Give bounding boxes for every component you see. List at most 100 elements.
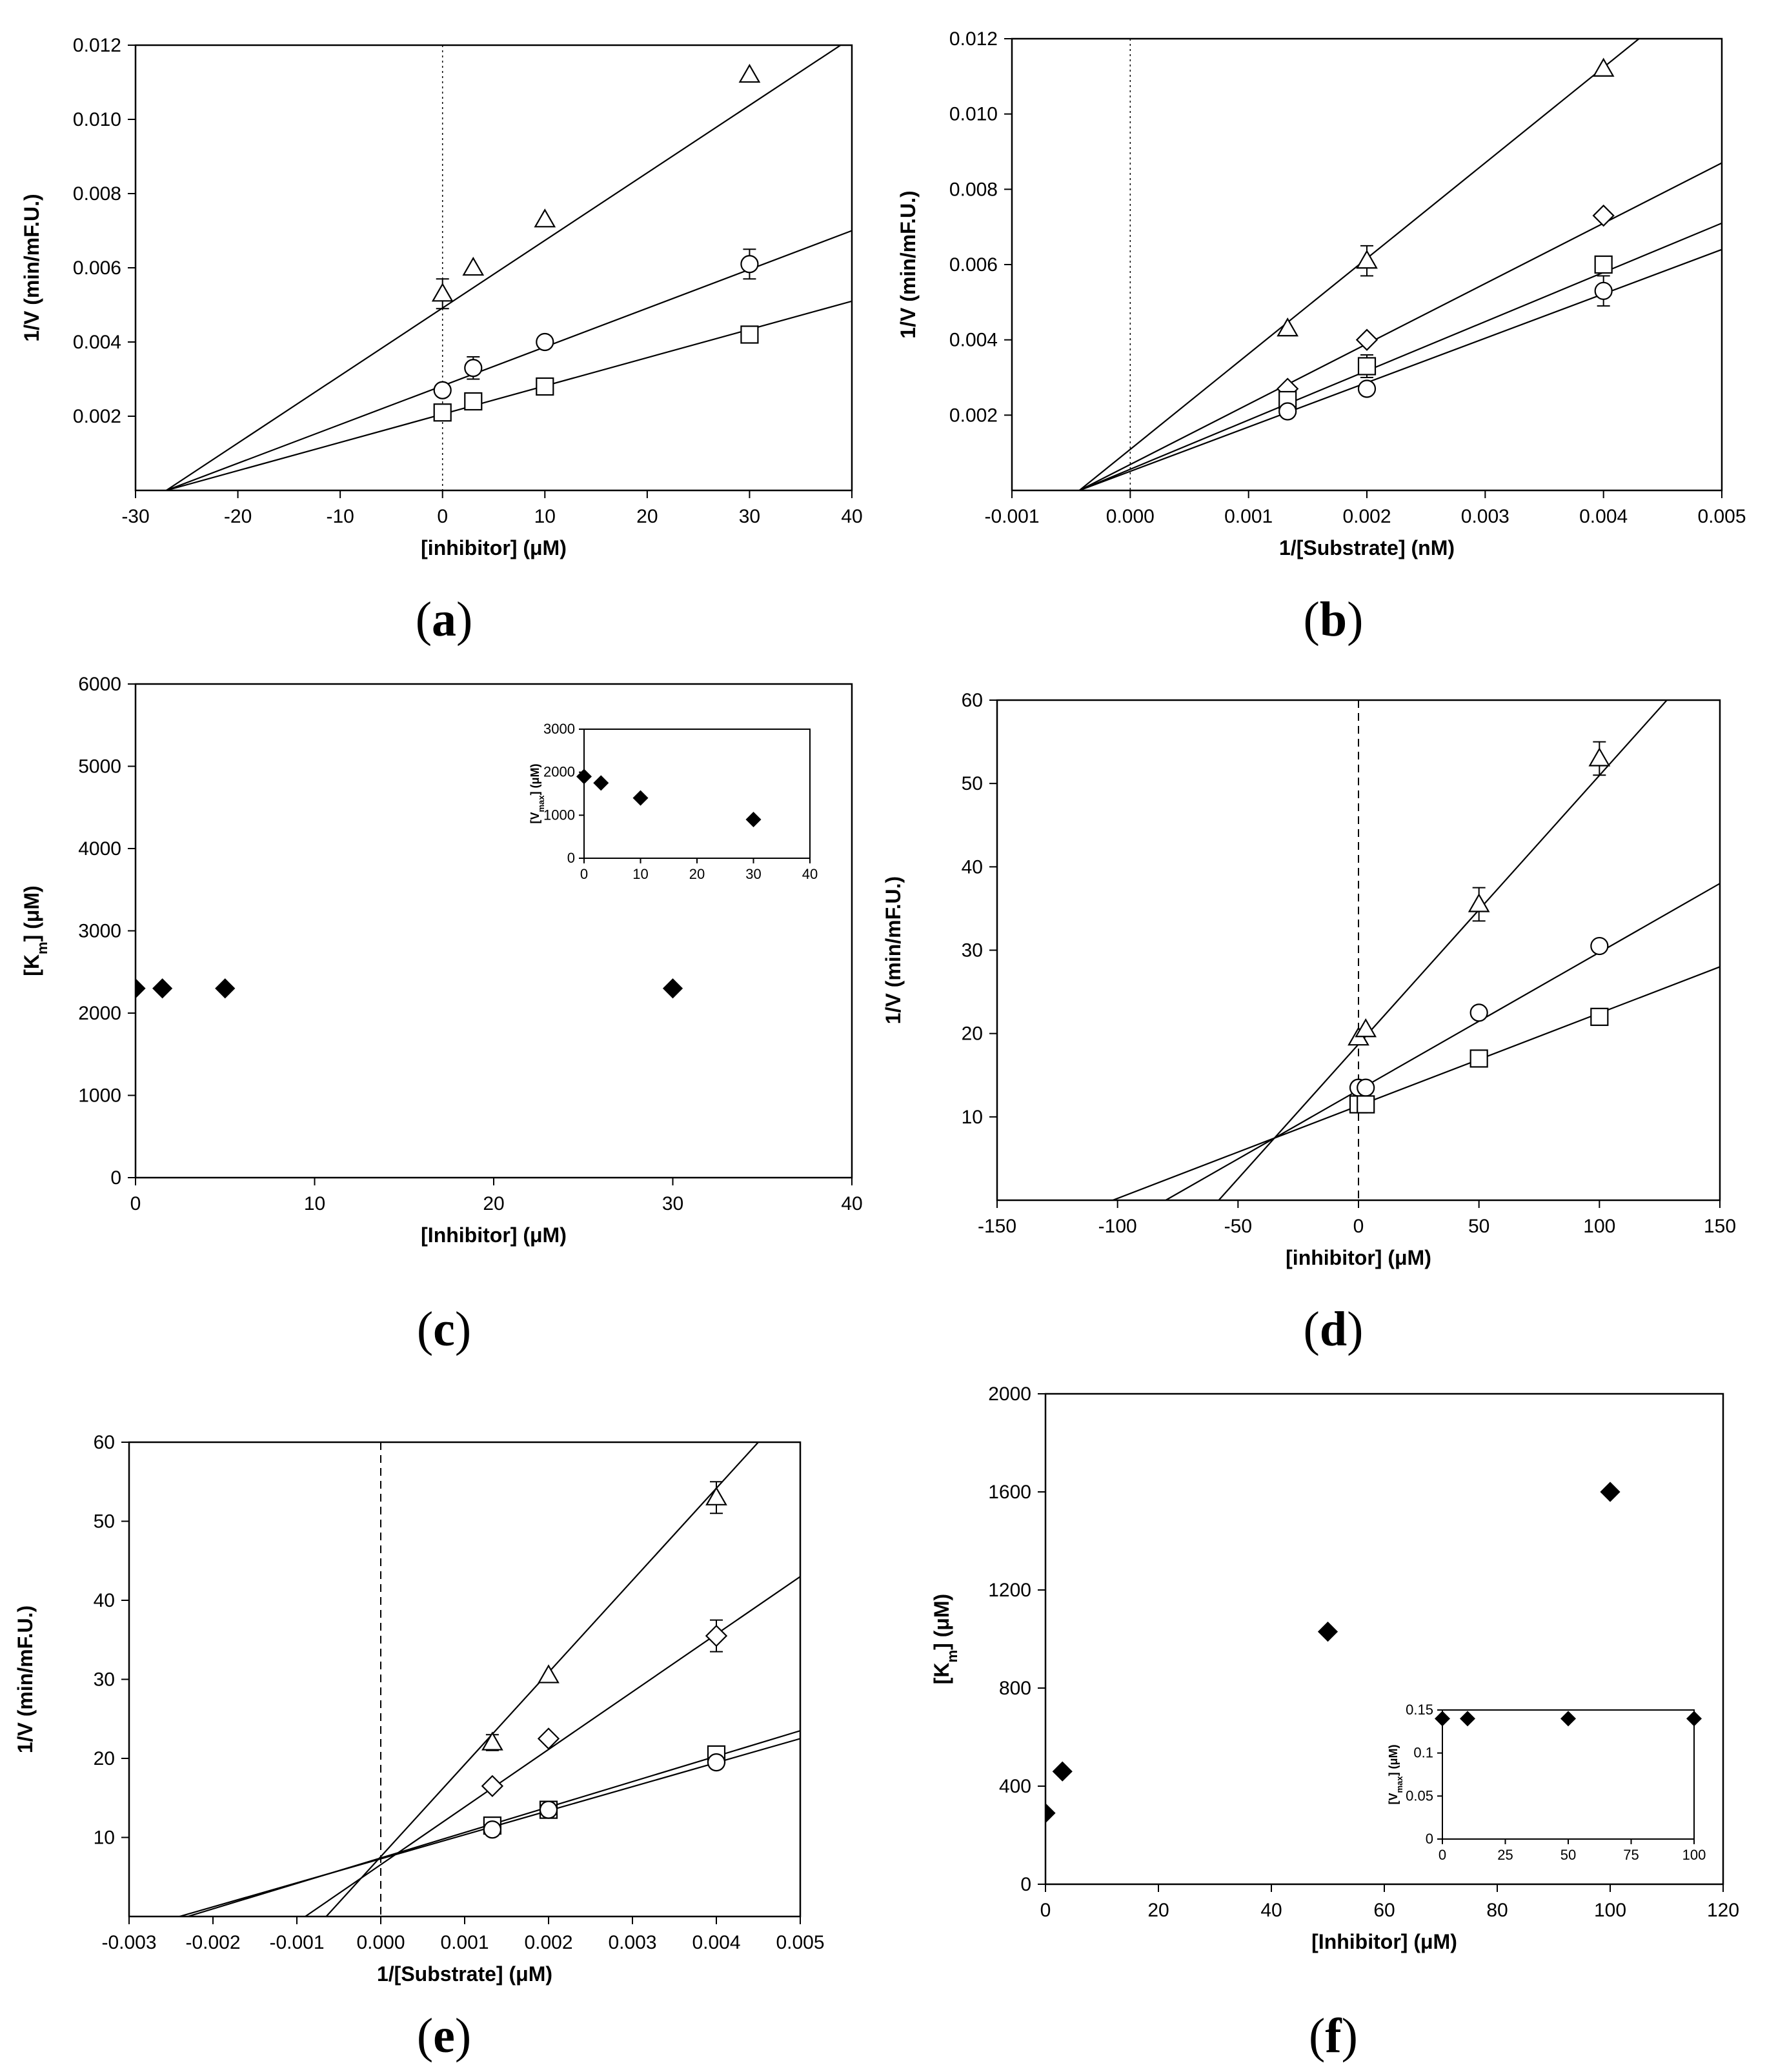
data-point — [1600, 1482, 1621, 1502]
x-tick-label: 0.001 — [440, 1932, 489, 1953]
data-point — [707, 1753, 726, 1772]
x-tick-label: -150 — [978, 1216, 1016, 1237]
x-tick-label: 20 — [636, 506, 658, 527]
x-tick-label: -20 — [224, 506, 252, 527]
fit-line — [165, 45, 842, 490]
y-tick-label: 0.1 — [1413, 1745, 1433, 1761]
data-point — [1355, 328, 1378, 351]
x-tick-label: 60 — [1373, 1900, 1395, 1921]
data-point — [539, 1800, 558, 1819]
y-tick-label: 10 — [94, 1827, 115, 1849]
x-tick-label: 40 — [841, 1193, 862, 1214]
x-tick-label: 0 — [580, 866, 588, 882]
x-tick-label: 100 — [1682, 1847, 1706, 1863]
x-tick-label: 75 — [1623, 1847, 1639, 1863]
fit-line — [1079, 248, 1722, 490]
data-point — [632, 790, 649, 806]
y-tick-label: 1600 — [988, 1482, 1031, 1503]
x-axis-label: 1/[Substrate] (nM) — [1279, 536, 1455, 559]
x-tick-label: 10 — [632, 866, 648, 882]
series-triangle — [325, 1442, 759, 1916]
chart-panel-e: -0.003 -0.002 -0.001 0.000 0.001 0.002 0.003 0.… — [14, 1432, 825, 2063]
data-point — [483, 1820, 502, 1839]
data-point — [705, 1486, 727, 1505]
data-point — [1357, 357, 1377, 376]
data-point — [1468, 893, 1490, 912]
x-tick-label: 0.003 — [1461, 506, 1510, 527]
y-tick-label: 0.010 — [949, 104, 998, 125]
y-tick-label: 0 — [567, 850, 575, 866]
data-point — [1357, 379, 1377, 398]
fit-line — [166, 230, 852, 490]
y-tick-label: 400 — [999, 1776, 1031, 1797]
y-tick-label: 0 — [110, 1167, 121, 1189]
data-point — [1045, 1803, 1056, 1824]
series-triangle — [1078, 39, 1640, 490]
x-tick-label: 40 — [1260, 1900, 1282, 1921]
x-tick-label: 40 — [841, 506, 862, 527]
x-tick-label: 0.002 — [524, 1932, 572, 1953]
y-tick-label: 0 — [1426, 1831, 1433, 1847]
x-tick-label: 40 — [802, 866, 818, 882]
x-tick-label: 0.000 — [1106, 506, 1155, 527]
y-tick-label: 0 — [1020, 1874, 1031, 1895]
data-point — [1590, 1007, 1609, 1026]
y-axis-label: [Vmax] (μM) — [1387, 1744, 1404, 1804]
data-point — [1590, 936, 1609, 956]
y-tick-label: 30 — [94, 1669, 115, 1691]
x-tick-label: -10 — [326, 506, 354, 527]
y-axis-label: [Vmax] (μM) — [529, 763, 546, 823]
data-point — [740, 255, 759, 274]
x-tick-label: 0 — [1353, 1216, 1364, 1237]
x-tick-label: 0.005 — [1697, 506, 1746, 527]
x-tick-label: -30 — [121, 506, 149, 527]
data-point — [464, 359, 483, 377]
x-tick-label: 0.000 — [356, 1932, 405, 1953]
series-triangle — [1218, 700, 1668, 1200]
fit-line — [305, 1576, 800, 1916]
y-tick-label: 0.15 — [1406, 1702, 1433, 1718]
x-tick-label: 30 — [662, 1193, 683, 1214]
data-point — [1594, 281, 1613, 300]
x-tick-label: 0 — [130, 1193, 141, 1214]
series-diamond — [305, 1576, 800, 1916]
data-point — [481, 1731, 503, 1751]
data-point — [433, 403, 452, 422]
data-point — [534, 208, 556, 228]
chart-panel-c: 0 10 20 30 400100020003000400050006000[Inhib… — [20, 674, 863, 1356]
x-tick-label: 10 — [534, 506, 556, 527]
data-point — [1435, 1711, 1450, 1727]
fit-line — [1079, 162, 1722, 490]
x-axis-label: [Inhibitor] (μM) — [421, 1223, 567, 1247]
chart-panel-b: -0.001 0.000 0.001 0.002 0.003 0.004 0.005 0.00… — [896, 28, 1746, 647]
data-point — [1469, 1049, 1488, 1068]
fit-line — [1112, 966, 1720, 1200]
y-tick-label: 0.006 — [73, 257, 121, 279]
data-point — [537, 1727, 560, 1750]
data-point — [1278, 402, 1297, 421]
y-tick-label: 0.004 — [73, 332, 121, 353]
y-tick-label: 20 — [962, 1023, 983, 1045]
panel-label: (d) — [1304, 1302, 1364, 1356]
y-axis-label: 1/V (min/mF.U.) — [882, 876, 905, 1024]
series-filled-diamond — [1045, 1482, 1621, 1824]
plot-frame — [1044, 1393, 1724, 1886]
data-point — [536, 377, 554, 396]
y-tick-label: 0.006 — [949, 254, 998, 276]
data-point — [481, 1775, 504, 1798]
data-point — [1588, 747, 1611, 767]
inset-f: 0 25 50 75 100 0 0.05 0.1 0.15 [Vmax] (μM) — [1387, 1702, 1706, 1863]
x-tick-label: 100 — [1583, 1216, 1615, 1237]
data-point — [1355, 1018, 1377, 1038]
x-tick-label: 80 — [1486, 1900, 1508, 1921]
y-tick-label: 1000 — [78, 1085, 121, 1107]
y-tick-label: 5000 — [78, 756, 121, 778]
series-circle — [1165, 883, 1720, 1200]
series-circle — [1079, 248, 1722, 490]
plot-frame — [1442, 1709, 1695, 1840]
y-tick-label: 60 — [94, 1432, 115, 1453]
x-tick-label: 0.005 — [776, 1932, 824, 1953]
y-tick-label: 1000 — [543, 807, 575, 823]
plot-frame — [134, 683, 853, 1179]
chart-panel-f: 0 20 40 60 80 100 1200400800120016002000[Inhib… — [930, 1383, 1739, 2063]
